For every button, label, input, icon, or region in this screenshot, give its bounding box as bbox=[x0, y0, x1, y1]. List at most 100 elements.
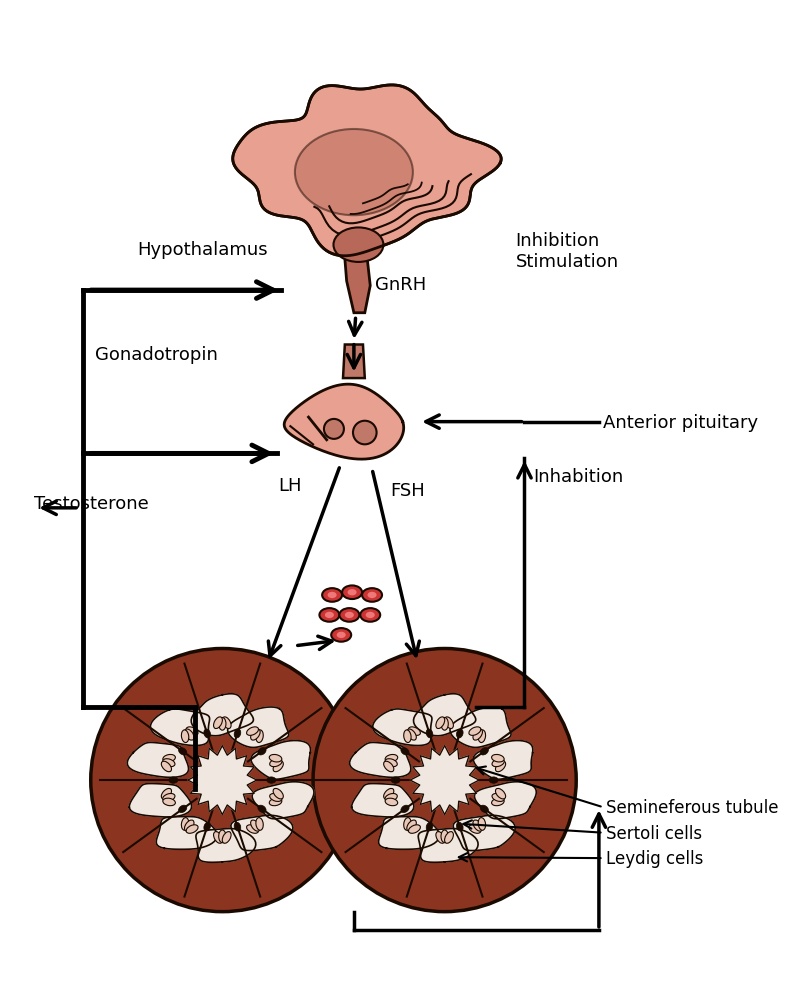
Polygon shape bbox=[410, 746, 479, 815]
Text: Anterior pituitary: Anterior pituitary bbox=[603, 414, 758, 431]
Circle shape bbox=[353, 421, 376, 445]
Ellipse shape bbox=[258, 805, 266, 813]
Ellipse shape bbox=[179, 747, 187, 755]
Polygon shape bbox=[343, 345, 364, 379]
Ellipse shape bbox=[401, 805, 409, 813]
Text: Semineferous tubule: Semineferous tubule bbox=[606, 798, 779, 816]
Ellipse shape bbox=[360, 608, 380, 622]
Polygon shape bbox=[352, 783, 414, 817]
Text: Leydig cells: Leydig cells bbox=[606, 849, 703, 867]
Ellipse shape bbox=[384, 761, 394, 772]
Ellipse shape bbox=[478, 818, 486, 830]
Ellipse shape bbox=[163, 754, 175, 762]
Ellipse shape bbox=[181, 818, 189, 830]
Polygon shape bbox=[450, 708, 511, 747]
Ellipse shape bbox=[362, 588, 382, 602]
Ellipse shape bbox=[218, 718, 226, 731]
Ellipse shape bbox=[491, 798, 504, 806]
Ellipse shape bbox=[407, 820, 416, 831]
Ellipse shape bbox=[441, 830, 449, 843]
Ellipse shape bbox=[273, 788, 283, 799]
Ellipse shape bbox=[184, 820, 194, 831]
Polygon shape bbox=[150, 709, 210, 746]
Polygon shape bbox=[453, 815, 515, 851]
Ellipse shape bbox=[331, 628, 351, 642]
Ellipse shape bbox=[163, 759, 175, 767]
Ellipse shape bbox=[473, 820, 483, 831]
Ellipse shape bbox=[218, 830, 226, 843]
Ellipse shape bbox=[401, 747, 409, 755]
Polygon shape bbox=[372, 709, 432, 746]
Ellipse shape bbox=[322, 588, 342, 602]
Ellipse shape bbox=[163, 793, 175, 801]
Text: Inhabition: Inhabition bbox=[534, 467, 624, 486]
Ellipse shape bbox=[480, 747, 488, 755]
Ellipse shape bbox=[181, 731, 189, 743]
Ellipse shape bbox=[337, 632, 345, 638]
Ellipse shape bbox=[184, 730, 194, 741]
Ellipse shape bbox=[214, 717, 222, 729]
Ellipse shape bbox=[204, 822, 210, 831]
Ellipse shape bbox=[247, 727, 259, 736]
Ellipse shape bbox=[366, 612, 375, 618]
Ellipse shape bbox=[333, 229, 384, 262]
Ellipse shape bbox=[234, 822, 241, 831]
Polygon shape bbox=[349, 743, 410, 777]
Ellipse shape bbox=[161, 788, 172, 799]
Text: GnRH: GnRH bbox=[375, 275, 426, 293]
Ellipse shape bbox=[445, 717, 453, 729]
Ellipse shape bbox=[436, 832, 445, 844]
Ellipse shape bbox=[251, 820, 260, 831]
Polygon shape bbox=[191, 694, 253, 736]
Polygon shape bbox=[379, 817, 439, 850]
Ellipse shape bbox=[492, 793, 504, 801]
Ellipse shape bbox=[269, 754, 282, 762]
Polygon shape bbox=[251, 741, 310, 779]
Ellipse shape bbox=[345, 612, 354, 618]
Polygon shape bbox=[233, 85, 501, 256]
Polygon shape bbox=[284, 385, 403, 459]
Ellipse shape bbox=[295, 130, 413, 216]
Ellipse shape bbox=[491, 754, 504, 762]
Ellipse shape bbox=[270, 793, 282, 801]
Ellipse shape bbox=[385, 754, 398, 762]
Polygon shape bbox=[156, 817, 217, 850]
Ellipse shape bbox=[186, 727, 198, 736]
Ellipse shape bbox=[408, 727, 420, 736]
Polygon shape bbox=[129, 783, 191, 817]
Ellipse shape bbox=[256, 731, 264, 743]
Text: Hypothalamus: Hypothalamus bbox=[137, 241, 268, 258]
Ellipse shape bbox=[489, 777, 498, 783]
Ellipse shape bbox=[391, 777, 400, 783]
Polygon shape bbox=[475, 782, 536, 819]
Ellipse shape bbox=[408, 825, 420, 833]
Ellipse shape bbox=[457, 730, 463, 739]
Polygon shape bbox=[127, 743, 188, 777]
Ellipse shape bbox=[441, 718, 449, 731]
Ellipse shape bbox=[319, 608, 339, 622]
Ellipse shape bbox=[267, 777, 276, 783]
Ellipse shape bbox=[247, 825, 259, 833]
Ellipse shape bbox=[368, 592, 376, 598]
Circle shape bbox=[313, 649, 576, 911]
Ellipse shape bbox=[478, 731, 486, 743]
Ellipse shape bbox=[495, 761, 506, 772]
Ellipse shape bbox=[480, 805, 488, 813]
Ellipse shape bbox=[348, 589, 357, 595]
Ellipse shape bbox=[495, 788, 506, 799]
Ellipse shape bbox=[269, 798, 282, 806]
Ellipse shape bbox=[403, 731, 411, 743]
Polygon shape bbox=[473, 741, 533, 779]
Polygon shape bbox=[231, 815, 293, 851]
Circle shape bbox=[324, 419, 344, 439]
Ellipse shape bbox=[473, 730, 483, 741]
Text: FSH: FSH bbox=[390, 481, 425, 499]
Ellipse shape bbox=[492, 759, 504, 767]
Ellipse shape bbox=[325, 612, 334, 618]
Ellipse shape bbox=[179, 805, 187, 813]
Ellipse shape bbox=[384, 788, 394, 799]
Text: LH: LH bbox=[278, 476, 301, 495]
Ellipse shape bbox=[385, 759, 397, 767]
Polygon shape bbox=[418, 829, 478, 863]
Ellipse shape bbox=[328, 592, 337, 598]
